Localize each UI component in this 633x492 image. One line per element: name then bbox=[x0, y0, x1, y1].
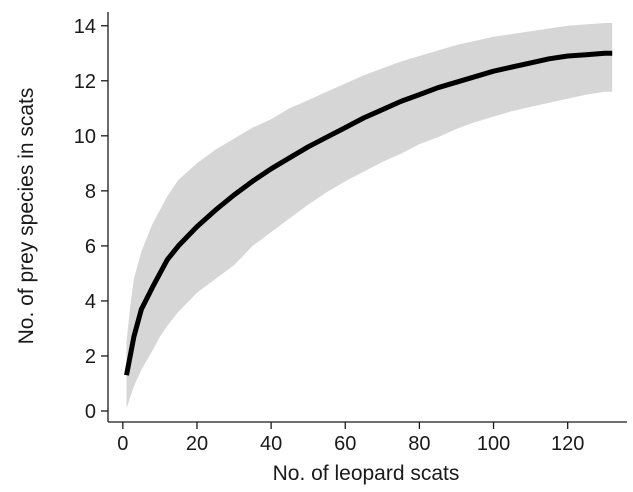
x-tick-label: 20 bbox=[186, 433, 208, 455]
y-tick-label: 14 bbox=[74, 16, 96, 38]
y-tick-label: 6 bbox=[85, 236, 96, 258]
x-ticks: 0 20 40 60 80 100 120 bbox=[117, 422, 584, 455]
mean-curve bbox=[124, 50, 613, 376]
y-tick-label: 2 bbox=[85, 346, 96, 368]
confidence-band-layer bbox=[126, 23, 613, 409]
y-tick-label: 10 bbox=[74, 126, 96, 148]
x-tick-label: 100 bbox=[477, 433, 510, 455]
x-tick-label: 40 bbox=[260, 433, 282, 455]
y-tick-label: 12 bbox=[74, 71, 96, 93]
y-tick-label: 4 bbox=[85, 291, 96, 313]
y-ticks: 0 2 4 6 8 10 12 14 bbox=[74, 16, 108, 423]
x-tick-label: 60 bbox=[334, 433, 356, 455]
y-axis-title: No. of prey species in scats bbox=[15, 88, 38, 345]
mean-curve-layer bbox=[124, 50, 613, 376]
x-tick-label: 0 bbox=[117, 433, 128, 455]
x-axis-title: No. of leopard scats bbox=[273, 462, 460, 485]
y-tick-label: 8 bbox=[85, 181, 96, 203]
y-tick-label: 0 bbox=[85, 401, 96, 423]
x-tick-label: 80 bbox=[408, 433, 430, 455]
confidence-band bbox=[126, 23, 613, 409]
x-tick-label: 120 bbox=[551, 433, 584, 455]
